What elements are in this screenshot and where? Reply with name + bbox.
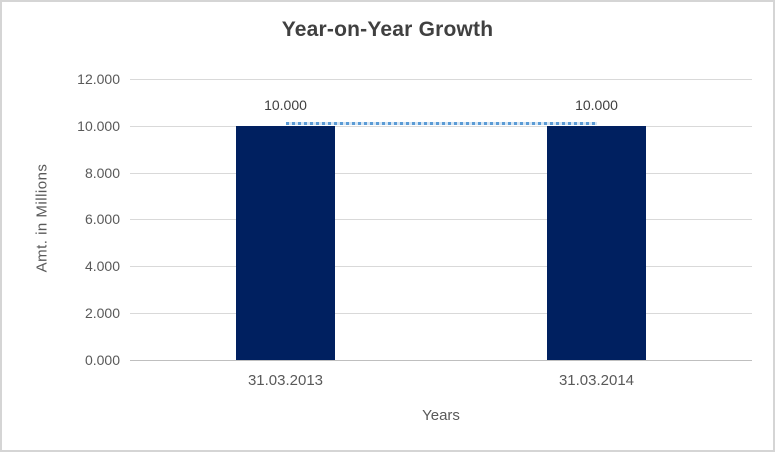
- y-tick-label: 8.000: [84, 164, 120, 181]
- y-tick-label: 0.000: [84, 351, 120, 368]
- bar-value-label: 10.000: [575, 96, 618, 113]
- gridline: [130, 266, 752, 267]
- bar-value-label: 10.000: [264, 96, 307, 113]
- bar: [547, 125, 646, 360]
- x-category-label: 31.03.2014: [558, 371, 635, 389]
- x-axis-title: Years: [422, 406, 460, 424]
- gridline: [130, 172, 752, 174]
- bar: [236, 125, 335, 360]
- x-axis-line: [130, 359, 752, 361]
- y-tick-label: 12.000: [77, 71, 120, 87]
- gridline: [130, 312, 752, 314]
- y-tick-label: 4.000: [84, 258, 120, 274]
- gridline: [130, 79, 752, 80]
- y-tick-label: 6.000: [84, 211, 120, 228]
- chart-title: Year-on-Year Growth: [281, 18, 494, 41]
- y-tick-label: 10.000: [77, 117, 120, 134]
- x-category-label: 31.03.2013: [247, 371, 324, 389]
- gridline: [130, 125, 752, 127]
- gridline: [130, 219, 752, 221]
- y-tick-label: 2.000: [84, 304, 120, 321]
- trendline: [285, 122, 597, 126]
